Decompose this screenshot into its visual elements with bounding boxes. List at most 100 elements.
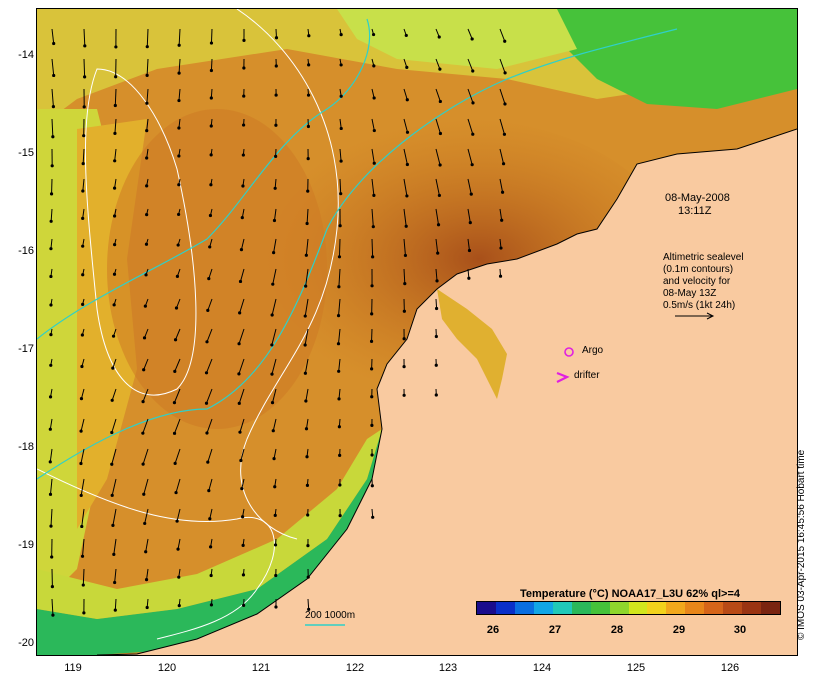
- time-label: 13:11Z: [678, 205, 712, 217]
- velocity-arrow: [113, 538, 117, 555]
- velocity-arrow: [49, 478, 53, 495]
- copyright-text: © IMOS 03-Apr-2015 16:45:56 Hobart time: [796, 449, 807, 640]
- velocity-arrowhead: [209, 183, 213, 187]
- velocity-arrow: [339, 178, 342, 194]
- colorbar-tick: 28: [610, 624, 624, 636]
- velocity-arrowhead: [79, 429, 83, 433]
- velocity-arrowhead: [48, 492, 53, 496]
- velocity-arrow: [240, 448, 245, 461]
- velocity-arrowhead: [370, 423, 374, 427]
- velocity-arrow: [83, 58, 86, 77]
- velocity-arrow: [173, 388, 181, 403]
- velocity-arrow: [143, 358, 149, 370]
- velocity-arrow: [51, 28, 55, 44]
- velocity-arrowhead: [111, 334, 116, 338]
- velocity-arrows: [48, 28, 507, 617]
- velocity-arrowhead: [80, 524, 84, 529]
- velocity-arrowhead: [273, 485, 277, 489]
- velocity-arrowhead: [499, 246, 503, 250]
- velocity-arrowhead: [173, 369, 177, 373]
- velocity-arrowhead: [372, 64, 376, 68]
- x-tick-label: 122: [345, 662, 365, 674]
- velocity-arrow: [467, 238, 470, 251]
- velocity-arrowhead: [50, 555, 54, 559]
- velocity-arrow: [435, 58, 441, 70]
- argo-label: Argo: [582, 345, 604, 356]
- velocity-arrowhead: [405, 194, 409, 198]
- velocity-arrow: [112, 358, 117, 369]
- velocity-arrowhead: [370, 284, 374, 288]
- velocity-arrowhead: [503, 71, 507, 75]
- argo-marker: [564, 347, 574, 357]
- velocity-arrowhead: [241, 184, 245, 188]
- velocity-arrowhead: [110, 462, 114, 466]
- map-area[interactable]: [36, 8, 798, 656]
- velocity-arrow: [273, 238, 277, 253]
- velocity-arrowhead: [273, 513, 277, 517]
- velocity-arrow: [208, 478, 213, 491]
- velocity-arrowhead: [271, 282, 275, 286]
- y-tick-label: -16: [18, 245, 34, 257]
- colorbar-segment: [761, 602, 780, 614]
- x-tick-label: 120: [157, 662, 177, 674]
- x-tick-label: 123: [438, 662, 458, 674]
- velocity-arrowhead: [241, 123, 246, 127]
- velocity-arrow: [206, 388, 213, 404]
- velocity-arrowhead: [270, 313, 274, 317]
- velocity-arrowhead: [306, 575, 310, 579]
- velocity-arrowhead: [81, 302, 85, 306]
- velocity-arrowhead: [172, 400, 177, 405]
- velocity-arrowhead: [271, 429, 275, 433]
- altimetric-line: (0.1m contours): [663, 264, 734, 275]
- velocity-arrowhead: [238, 430, 242, 434]
- velocity-arrowhead: [240, 515, 245, 519]
- velocity-arrow: [403, 148, 408, 165]
- velocity-arrow: [272, 388, 277, 403]
- velocity-arrowhead: [175, 274, 180, 278]
- velocity-arrowhead: [337, 255, 342, 259]
- velocity-arrowhead: [304, 284, 308, 288]
- velocity-arrowhead: [144, 273, 148, 277]
- velocity-arrow: [499, 148, 505, 164]
- velocity-arrow: [271, 358, 277, 375]
- velocity-arrowhead: [113, 580, 117, 585]
- velocity-arrowhead: [272, 218, 277, 223]
- velocity-arrowhead: [49, 274, 53, 279]
- velocity-arrow: [207, 448, 213, 463]
- colorbar-segment: [552, 602, 572, 614]
- velocity-arrow: [467, 28, 473, 40]
- velocity-arrow: [80, 478, 85, 496]
- velocity-arrowhead: [437, 193, 441, 198]
- velocity-arrowhead: [112, 186, 117, 190]
- land-mass: [97, 129, 797, 655]
- isobath-1000: [37, 18, 371, 340]
- velocity-arrowhead: [306, 93, 311, 97]
- velocity-arrowhead: [370, 367, 374, 371]
- velocity-arrow: [499, 208, 503, 221]
- velocity-arrowhead: [500, 190, 505, 194]
- velocity-arrowhead: [337, 285, 341, 289]
- velocity-arrowhead: [207, 489, 211, 493]
- velocity-arrow: [403, 178, 408, 197]
- velocity-arrowhead: [79, 397, 84, 401]
- x-tick-label: 126: [720, 662, 740, 674]
- velocity-arrow: [240, 268, 245, 282]
- velocity-arrowhead: [113, 214, 117, 218]
- velocity-arrowhead: [81, 162, 85, 166]
- velocity-arrowhead: [113, 608, 117, 612]
- velocity-arrowhead: [503, 39, 507, 43]
- velocity-arrowhead: [305, 221, 309, 226]
- colorbar-segment: [533, 602, 553, 614]
- altimetric-line: and velocity for: [663, 276, 731, 287]
- velocity-arrowhead: [177, 575, 181, 579]
- velocity-arrow: [467, 148, 473, 165]
- velocity-arrow: [435, 208, 440, 225]
- velocity-arrowhead: [435, 279, 439, 283]
- velocity-arrowhead: [173, 461, 177, 465]
- velocity-arrowhead: [239, 248, 244, 252]
- colorbar-segment: [477, 602, 496, 614]
- velocity-arrow: [206, 328, 213, 342]
- velocity-arrowhead: [405, 98, 409, 102]
- colorbar-tick: 29: [672, 624, 686, 636]
- velocity-arrowhead: [209, 153, 213, 157]
